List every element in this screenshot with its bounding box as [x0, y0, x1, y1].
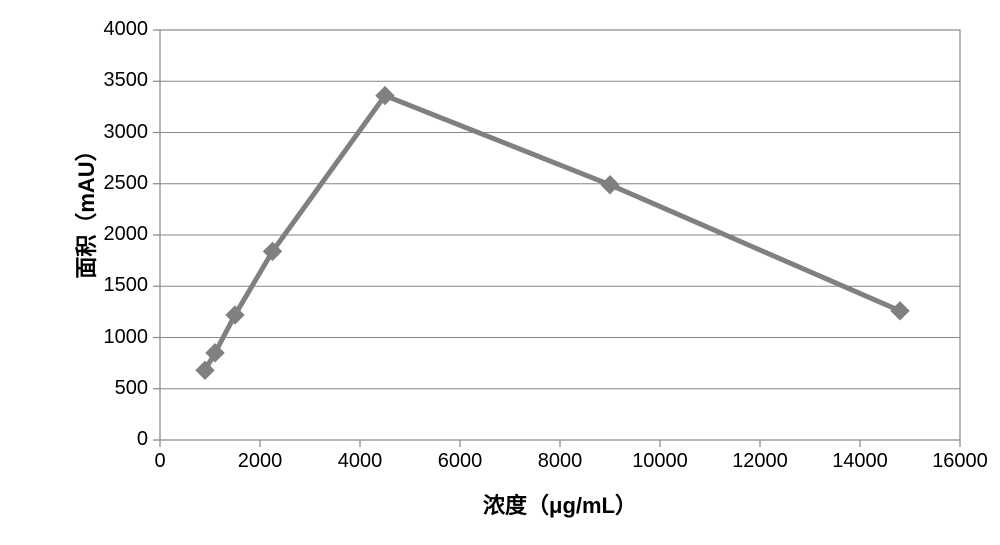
y-tick-label: 500	[115, 377, 148, 400]
x-tick-label: 16000	[920, 450, 1000, 473]
x-tick-label: 12000	[720, 450, 800, 473]
y-tick-label: 3500	[104, 69, 149, 92]
y-tick-label: 4000	[104, 18, 149, 41]
y-tick-label: 0	[137, 428, 148, 451]
line-chart: 面积（mAU） 浓度（μg/mL） 0 500 1000 1500 2000 2500 30…	[0, 0, 1000, 545]
x-tick-label: 6000	[420, 450, 500, 473]
y-tick-label: 2000	[104, 223, 149, 246]
y-tick-label: 1000	[104, 326, 149, 349]
y-tick-label: 1500	[104, 274, 149, 297]
x-tick-label: 0	[120, 450, 200, 473]
x-tick-label: 10000	[620, 450, 700, 473]
x-tick-label: 14000	[820, 450, 900, 473]
x-tick-label: 8000	[520, 450, 600, 473]
y-axis-label: 面积（mAU）	[69, 129, 101, 289]
x-tick-label: 2000	[220, 450, 300, 473]
x-tick-label: 4000	[320, 450, 400, 473]
x-axis-label: 浓度（μg/mL）	[430, 488, 690, 520]
y-tick-label: 3000	[104, 121, 149, 144]
y-tick-label: 2500	[104, 172, 149, 195]
